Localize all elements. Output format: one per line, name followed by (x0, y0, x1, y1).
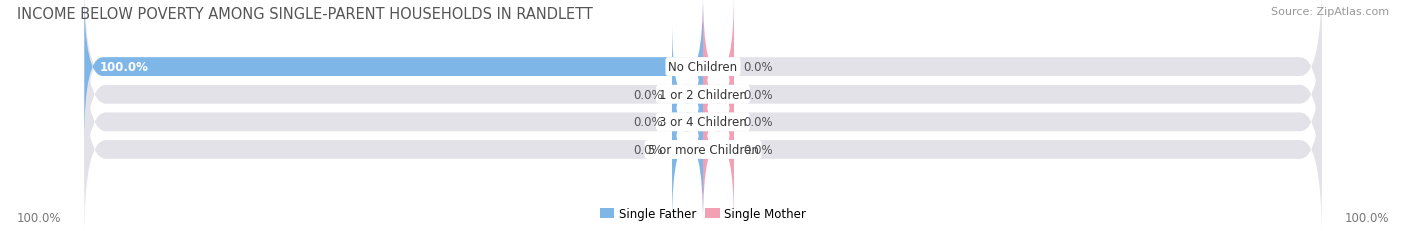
FancyBboxPatch shape (84, 8, 1322, 182)
Text: 0.0%: 0.0% (744, 116, 773, 129)
FancyBboxPatch shape (703, 49, 734, 195)
Text: 0.0%: 0.0% (633, 88, 662, 101)
FancyBboxPatch shape (84, 63, 1322, 231)
FancyBboxPatch shape (84, 0, 1322, 154)
Text: 0.0%: 0.0% (633, 116, 662, 129)
Text: No Children: No Children (668, 61, 738, 74)
Text: Source: ZipAtlas.com: Source: ZipAtlas.com (1271, 7, 1389, 17)
Text: 100.0%: 100.0% (100, 61, 149, 74)
FancyBboxPatch shape (84, 0, 703, 140)
Text: 3 or 4 Children: 3 or 4 Children (659, 116, 747, 129)
Text: 0.0%: 0.0% (633, 143, 662, 156)
FancyBboxPatch shape (703, 22, 734, 168)
FancyBboxPatch shape (84, 35, 1322, 209)
Text: 100.0%: 100.0% (17, 211, 62, 224)
Text: 1 or 2 Children: 1 or 2 Children (659, 88, 747, 101)
Text: INCOME BELOW POVERTY AMONG SINGLE-PARENT HOUSEHOLDS IN RANDLETT: INCOME BELOW POVERTY AMONG SINGLE-PARENT… (17, 7, 593, 22)
Text: 5 or more Children: 5 or more Children (648, 143, 758, 156)
Text: 0.0%: 0.0% (744, 143, 773, 156)
FancyBboxPatch shape (672, 77, 703, 223)
FancyBboxPatch shape (672, 22, 703, 168)
Text: 100.0%: 100.0% (1344, 211, 1389, 224)
Legend: Single Father, Single Mother: Single Father, Single Mother (600, 208, 806, 221)
FancyBboxPatch shape (703, 0, 734, 140)
FancyBboxPatch shape (703, 77, 734, 223)
FancyBboxPatch shape (672, 49, 703, 195)
Text: 0.0%: 0.0% (744, 61, 773, 74)
Text: 0.0%: 0.0% (744, 88, 773, 101)
